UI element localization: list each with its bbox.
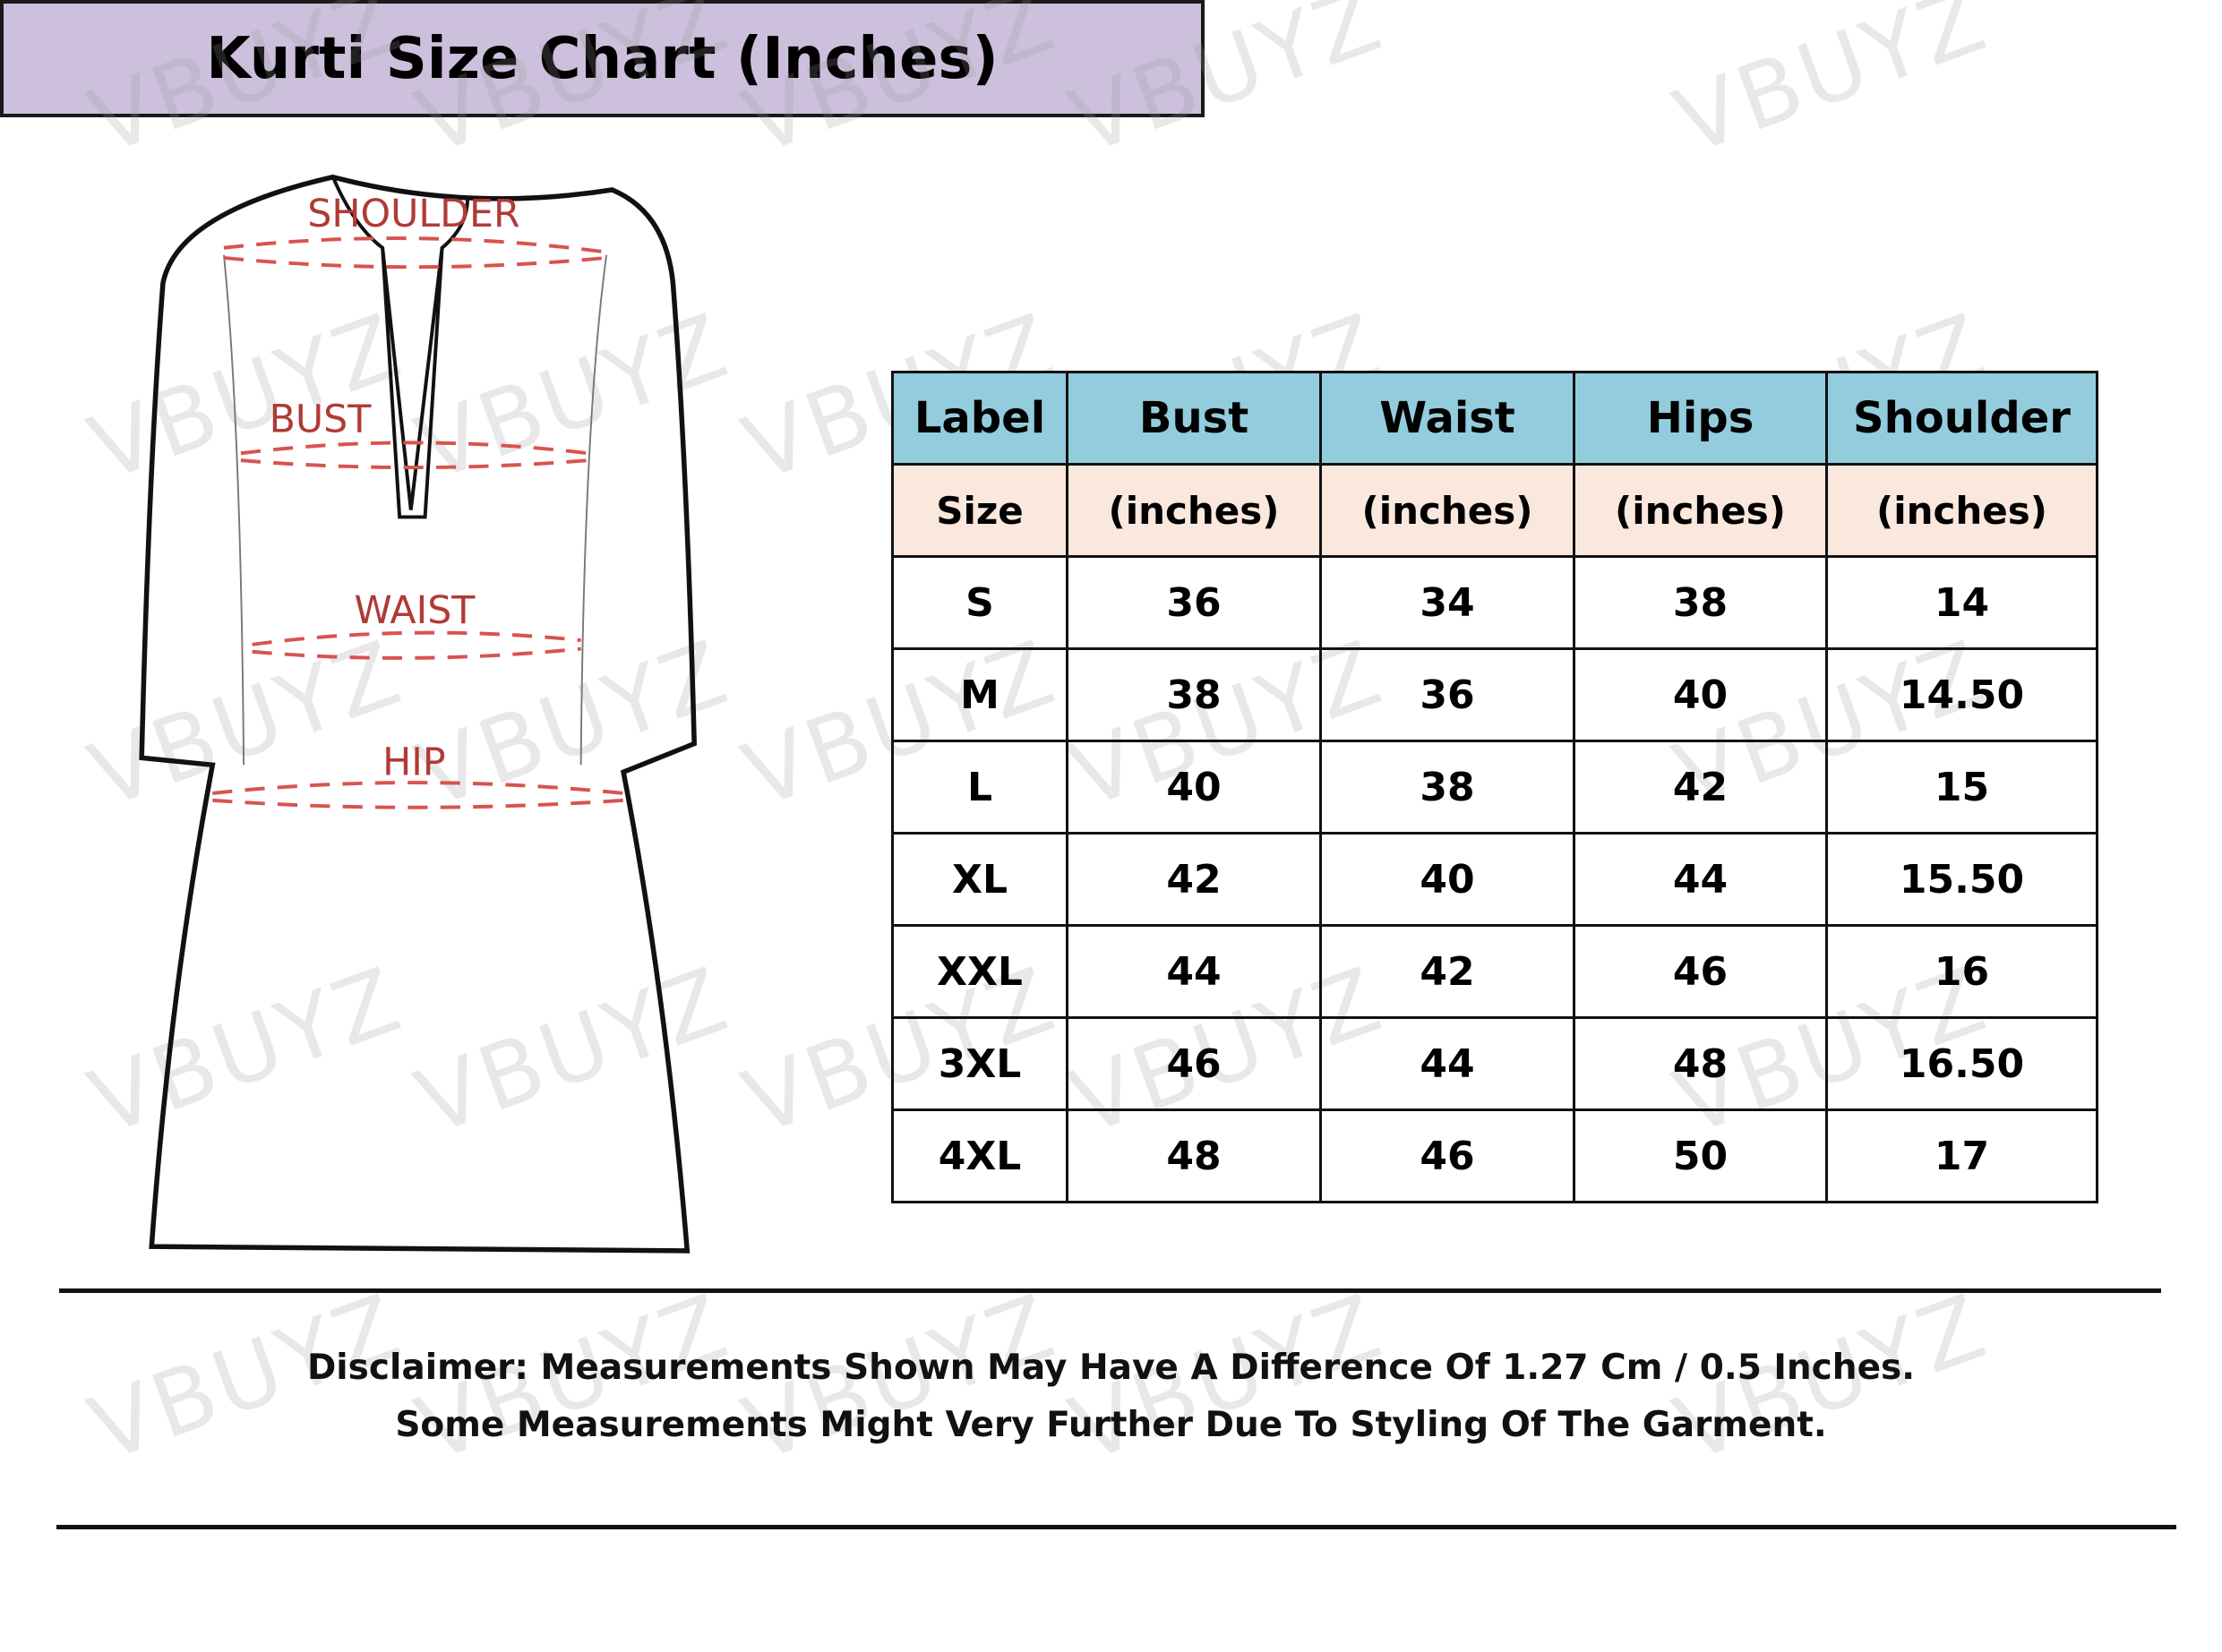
header-row: Label Bust Waist Hips Shoulder [891,371,2098,466]
measurement-lines [212,236,624,809]
watermark-text: VBUYZ [1661,0,2001,175]
cell-hips: 48 [1573,1016,1828,1111]
cell-shoulder: 15.50 [1825,832,2098,927]
cell-hips: 38 [1573,555,1828,650]
kurti-diagram: SHOULDER BUST WAIST HIP [139,174,697,1254]
subheader-size: Size [891,463,1068,558]
table-row: M 38 36 40 14.50 [891,647,2098,742]
subheader-unit: (inches) [1573,463,1828,558]
sleeve-seam-left [223,254,245,766]
cell-size: 3XL [891,1016,1068,1111]
kurti-outline [139,174,697,1254]
size-chart-title: Kurti Size Chart (Inches) [0,0,1205,117]
cell-bust: 36 [1066,555,1322,650]
cell-shoulder: 14 [1825,555,2098,650]
subheader-unit: (inches) [1825,463,2098,558]
shoulder-label: SHOULDER [307,192,519,236]
cell-shoulder: 15 [1825,740,2098,835]
cell-waist: 40 [1319,832,1575,927]
cell-bust: 48 [1066,1108,1322,1203]
subheader-row: Size (inches) (inches) (inches) (inches) [891,463,2098,558]
cell-shoulder: 17 [1825,1108,2098,1203]
cell-waist: 34 [1319,555,1575,650]
table-row: L 40 38 42 15 [891,740,2098,835]
cell-hips: 44 [1573,832,1828,927]
cell-bust: 38 [1066,647,1322,742]
cell-hips: 46 [1573,924,1828,1019]
bust-label: BUST [270,398,373,442]
cell-waist: 46 [1319,1108,1575,1203]
divider-top [59,1288,2161,1293]
cell-shoulder: 16.50 [1825,1016,2098,1111]
cell-size: M [891,647,1068,742]
table-row: XXL 44 42 46 16 [891,924,2098,1019]
cell-shoulder: 14.50 [1825,647,2098,742]
cell-bust: 42 [1066,832,1322,927]
disclaimer-line-2: Some Measurements Might Very Further Due… [395,1405,1827,1445]
table-row: 3XL 46 44 48 16.50 [891,1016,2098,1111]
hip-label: HIP [382,740,445,784]
header-waist: Waist [1319,371,1575,466]
waist-label: WAIST [355,588,476,633]
neckline-placket [330,175,470,519]
table-row: 4XL 48 46 50 17 [891,1108,2098,1203]
subheader-unit: (inches) [1066,463,1322,558]
cell-size: 4XL [891,1108,1068,1203]
cell-size: XXL [891,924,1068,1019]
cell-waist: 38 [1319,740,1575,835]
cell-hips: 40 [1573,647,1828,742]
header-hips: Hips [1573,371,1828,466]
cell-waist: 36 [1319,647,1575,742]
header-label: Label [891,371,1068,466]
disclaimer-line-1: Disclaimer: Measurements Shown May Have … [306,1348,1916,1388]
cell-size: XL [891,832,1068,927]
cell-bust: 46 [1066,1016,1322,1111]
cell-hips: 42 [1573,740,1828,835]
table-row: XL 42 40 44 15.50 [891,832,2098,927]
header-bust: Bust [1066,371,1322,466]
subheader-unit: (inches) [1319,463,1575,558]
cell-size: S [891,555,1068,650]
cell-bust: 44 [1066,924,1322,1019]
divider-bottom [56,1525,2176,1529]
cell-waist: 44 [1319,1016,1575,1111]
sleeve-seam-right [579,254,608,766]
cell-waist: 42 [1319,924,1575,1019]
cell-bust: 40 [1066,740,1322,835]
cell-hips: 50 [1573,1108,1828,1203]
table-row: S 36 34 38 14 [891,555,2098,650]
size-chart-table: Label Bust Waist Hips Shoulder Size (inc… [891,371,2098,1203]
cell-shoulder: 16 [1825,924,2098,1019]
cell-size: L [891,740,1068,835]
header-shoulder: Shoulder [1825,371,2098,466]
